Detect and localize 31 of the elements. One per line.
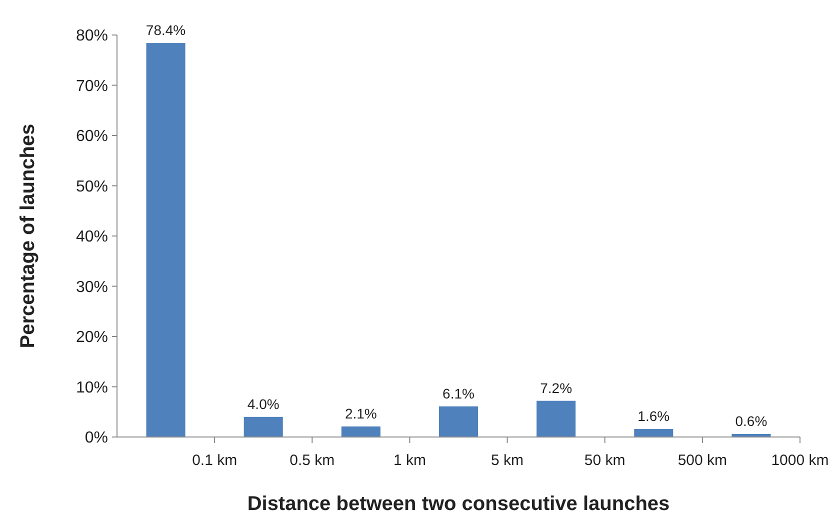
y-tick-label: 0% xyxy=(84,430,108,447)
x-tick-label: 1 km xyxy=(393,452,426,469)
x-tick-label: 50 km xyxy=(584,452,626,469)
bar xyxy=(438,406,478,437)
data-label: 78.4% xyxy=(146,22,186,38)
bar xyxy=(244,416,283,437)
bar xyxy=(341,426,380,437)
data-label: 2.1% xyxy=(344,405,377,422)
data-label: 1.6% xyxy=(638,408,670,424)
y-tick-label: 50% xyxy=(76,178,108,196)
y-tick-label: 10% xyxy=(76,379,108,396)
x-tick-label: 0.1 km xyxy=(192,452,238,469)
y-axis-title: Percentage of launches xyxy=(17,124,39,348)
data-label: 4.0% xyxy=(247,396,280,412)
data-label: 6.1% xyxy=(442,385,474,402)
x-tick-label: 5 km xyxy=(491,452,524,469)
x-tick-label: 500 km xyxy=(678,452,728,469)
data-label: 7.2% xyxy=(540,380,572,396)
x-tick-label: 0.5 km xyxy=(290,452,335,469)
x-tick-label: 1000 km xyxy=(771,452,829,469)
bar xyxy=(536,400,576,437)
x-axis-title: Distance between two consecutive launches xyxy=(247,493,670,515)
y-tick-label: 60% xyxy=(76,128,108,146)
y-tick-label: 80% xyxy=(76,28,108,45)
bar xyxy=(634,428,674,437)
y-tick-label: 30% xyxy=(76,278,108,296)
y-tick-label: 70% xyxy=(76,78,108,95)
y-tick-label: 40% xyxy=(76,228,108,246)
bar xyxy=(146,43,186,437)
data-label: 0.6% xyxy=(735,412,768,429)
y-tick-label: 20% xyxy=(76,329,108,346)
